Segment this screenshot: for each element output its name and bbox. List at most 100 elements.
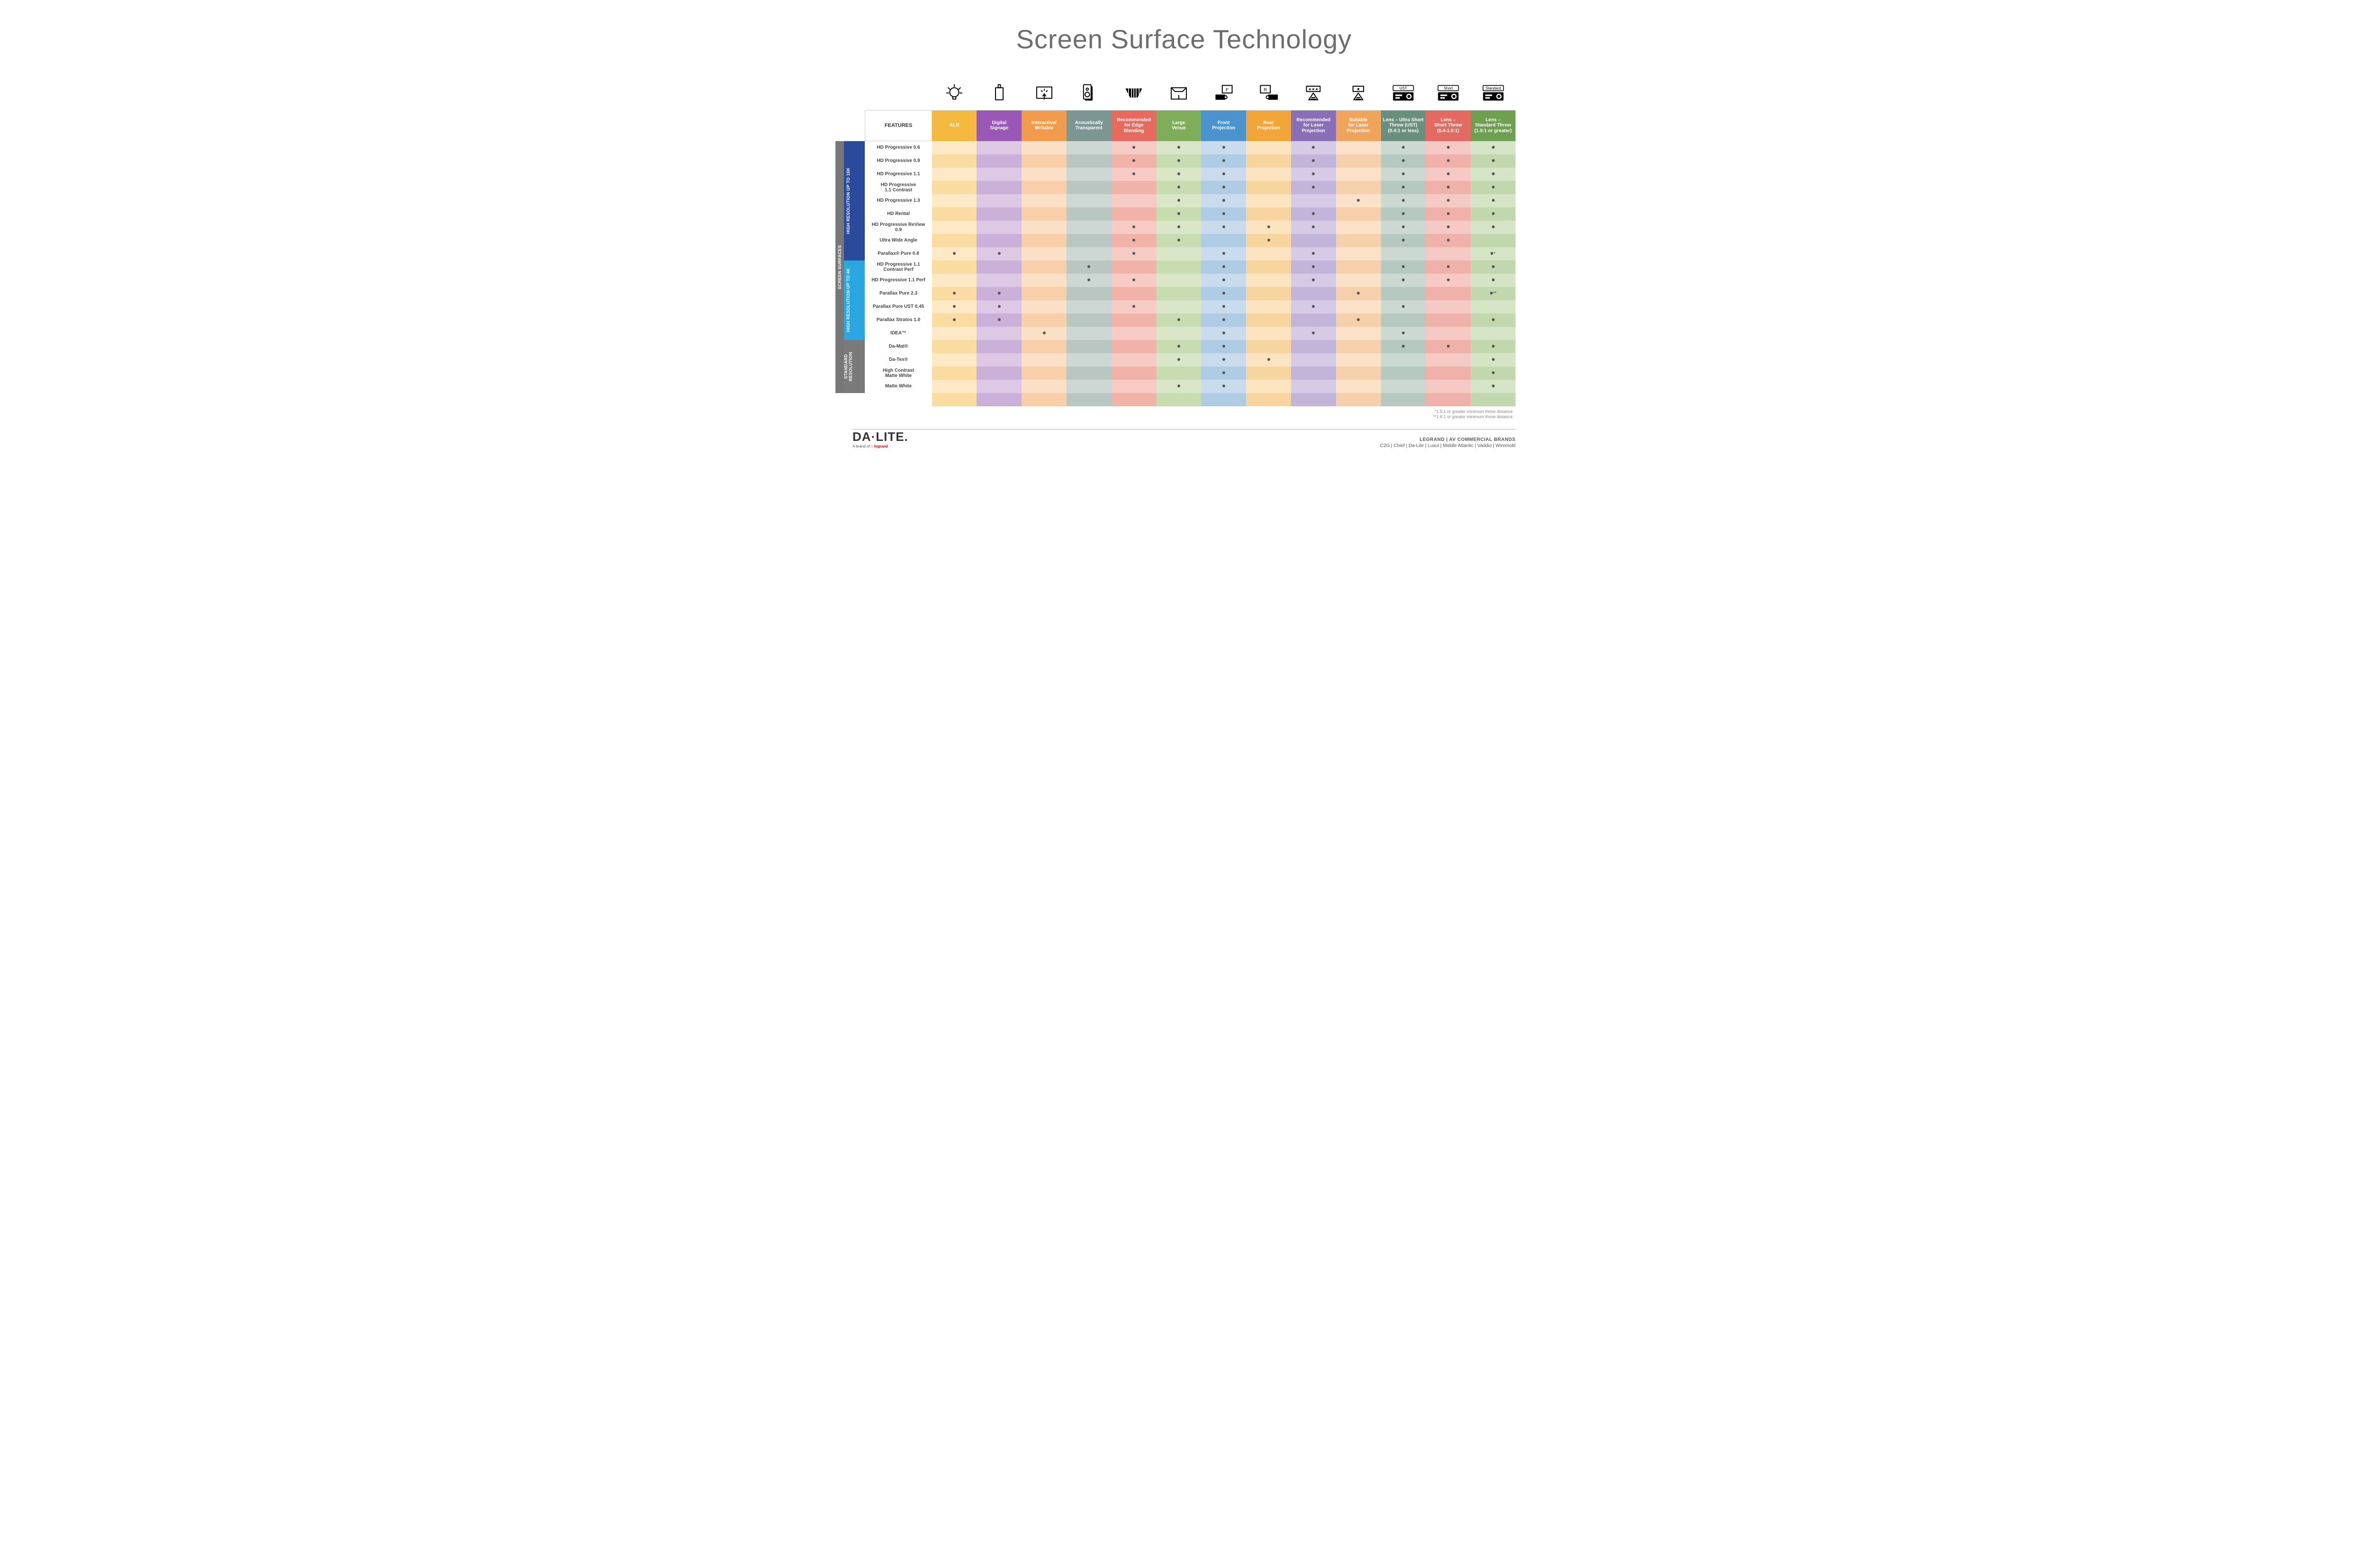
cell [932,260,977,274]
cell [1471,221,1516,234]
cell [1022,154,1067,168]
cell [1201,300,1246,314]
cell [932,207,977,221]
table-row: Da-Mat® [852,340,1516,353]
svg-text:Standard: Standard [1485,86,1500,90]
cell [1381,168,1426,181]
table-row: Da-Tex® [852,353,1516,367]
cell [1201,327,1246,340]
cell [1471,274,1516,287]
cell [1336,300,1381,314]
cell [1426,234,1471,247]
cell [1246,194,1291,207]
cell [1291,300,1336,314]
cell [932,287,977,300]
section-label-g16k: HIGH RESOLUTION UP TO 16K [844,141,852,260]
logo-sub: A brand of □ legrand [852,444,908,448]
cell [1291,247,1336,260]
cell [1067,207,1112,221]
cell [1067,274,1112,287]
cell [977,314,1022,327]
row-label: HD Progressive1.1 Contrast [865,181,932,194]
cell [977,154,1022,168]
cell [977,141,1022,154]
cell [1291,168,1336,181]
cell [1157,260,1202,274]
table-row: HD Rental [852,207,1516,221]
cell [1022,194,1067,207]
svg-text:F: F [1226,87,1229,92]
row-label: HD Progressive 1.1 Perf [865,274,932,287]
cell [1426,274,1471,287]
cell [1336,194,1381,207]
cell [1471,314,1516,327]
cell [1157,353,1202,367]
cell [1246,353,1291,367]
col-header-ds: DigitalSignage [977,110,1022,141]
cell [1112,327,1157,340]
cell [1426,314,1471,327]
cell [1157,141,1202,154]
row-label: IDEA™ [865,327,932,340]
cell [977,380,1022,393]
cell [1067,353,1112,367]
cell [1067,260,1112,274]
table-row: Parallax® Pure 0.8* [852,247,1516,260]
cell [1426,207,1471,221]
section-label-outer: SCREEN SURFACES [835,141,844,393]
row-label: Da-Tex® [865,353,932,367]
cell [977,207,1022,221]
section-label-gstd: STANDARD RESOLUTION [844,340,852,393]
table-row: IDEA™ [852,327,1516,340]
col-icon-ds [977,73,1022,110]
cell [1426,181,1471,194]
cell [1112,260,1157,274]
section-label-g4k: HIGH RESOLUTION UP TO 4K [844,260,852,340]
cell [1067,287,1112,300]
cell [1112,234,1157,247]
cell [1381,300,1426,314]
table-row: Matte White [852,380,1516,393]
cell [1022,234,1067,247]
cell [1246,287,1291,300]
row-label: Parallax Pure 2.3 [865,287,932,300]
cell [1426,287,1471,300]
cell [1291,260,1336,274]
col-header-ust: Lens – Ultra ShortThrow (UST)(0.4:1 or l… [1381,110,1426,141]
cell [932,367,977,380]
cell [932,194,977,207]
cell [1426,260,1471,274]
cell [1246,141,1291,154]
cell [1246,300,1291,314]
cell [1022,141,1067,154]
cell [932,327,977,340]
cell [932,247,977,260]
page-title: Screen Surface Technology [852,24,1516,54]
cell [1022,260,1067,274]
cell [1067,168,1112,181]
cell [1246,234,1291,247]
row-label: HD Progressive 1.3 [865,194,932,207]
col-icon-eb [1112,73,1157,110]
cell [977,353,1022,367]
table-row: Parallax Stratos 1.0 [852,314,1516,327]
cell [1246,181,1291,194]
cell [1336,340,1381,353]
row-label: HD Progressive 0.6 [865,141,932,154]
table-row: HD Progressive1.1 Contrast [852,181,1516,194]
cell [1291,181,1336,194]
cell [932,234,977,247]
col-header-alr: ALR [932,110,977,141]
cell [1381,234,1426,247]
cell [1201,274,1246,287]
cell [932,181,977,194]
cell [1246,168,1291,181]
footnotes: *1.5:1 or greater minimum throw distance… [932,406,1516,421]
cell [1157,380,1202,393]
cell [1471,194,1516,207]
cell [977,327,1022,340]
cell [1201,340,1246,353]
cell [1471,300,1516,314]
cell [1381,274,1426,287]
cell [1067,141,1112,154]
